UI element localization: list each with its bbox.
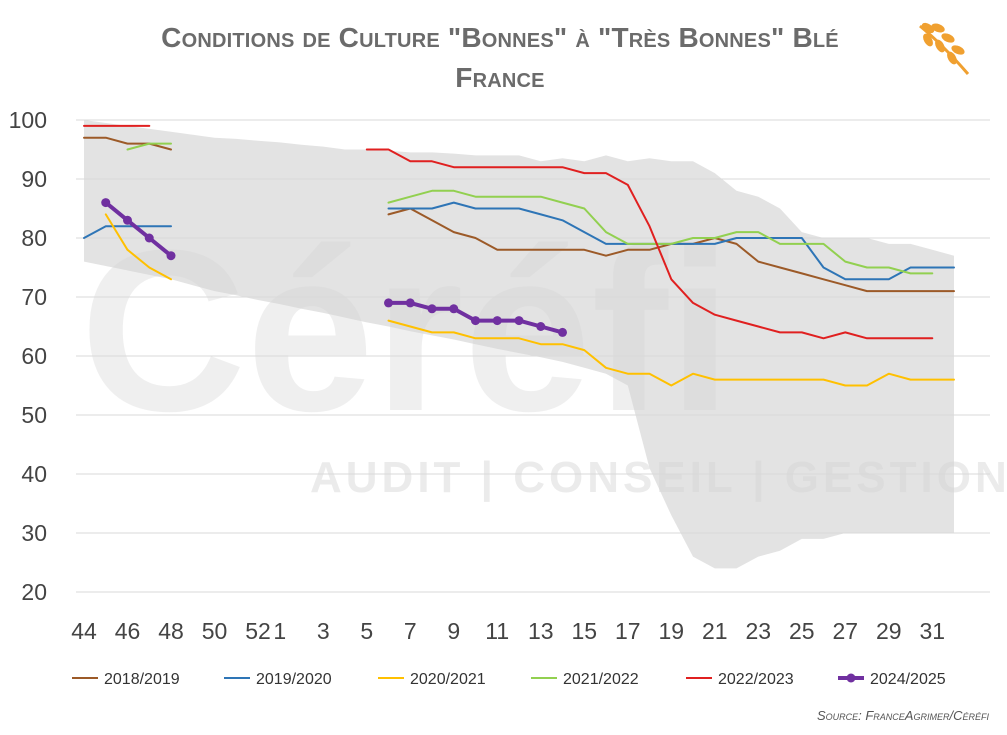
- legend-label: 2021/2022: [563, 671, 639, 688]
- legend-label: 2024/2025: [870, 671, 946, 688]
- series-line: [126, 142, 172, 151]
- y-tick-label: 40: [21, 461, 47, 487]
- y-tick-label: 80: [21, 225, 47, 251]
- chart-title-line-2: France: [455, 62, 545, 93]
- series-point: [384, 298, 393, 308]
- y-axis-ticks: 20 30 40 50 60 70 80 90 100: [9, 107, 47, 605]
- chart-title-line-1: Conditions de Culture "Bonnes" à "Très B…: [161, 22, 839, 53]
- legend-label: 2020/2021: [410, 671, 486, 688]
- series-point: [427, 304, 437, 314]
- legend-label: 2019/2020: [256, 671, 332, 688]
- x-tick-label: 23: [745, 618, 771, 644]
- series-line: [83, 136, 172, 151]
- y-tick-label: 50: [21, 402, 47, 428]
- x-tick-label: 52: [245, 618, 271, 644]
- x-tick-label: 15: [571, 618, 597, 644]
- legend-label: 2018/2019: [104, 671, 180, 688]
- series-point: [144, 233, 154, 243]
- series-point: [536, 322, 546, 331]
- series-point: [405, 298, 415, 308]
- y-tick-label: 30: [21, 520, 47, 546]
- x-axis-ticks: 44 46 48 50 52 1 3 5 7 9 11 13 15 17 19 21 23 25 27 29 31: [71, 618, 945, 644]
- legend-marker: [846, 673, 856, 683]
- x-tick-label: 19: [658, 618, 684, 644]
- series-line: [103, 200, 173, 258]
- x-tick-label: 11: [485, 618, 509, 644]
- watermark-tagline: AUDIT | CONSEIL | GESTION: [310, 453, 1007, 503]
- legend-label: 2022/2023: [718, 671, 794, 688]
- series-point: [166, 251, 176, 261]
- x-tick-label: 9: [447, 618, 460, 644]
- series-line: [83, 225, 172, 239]
- x-tick-label: 21: [702, 618, 728, 644]
- series-point: [471, 316, 480, 326]
- x-tick-label: 44: [71, 618, 97, 644]
- y-tick-label: 20: [21, 579, 47, 605]
- x-tick-label: 3: [317, 618, 330, 644]
- x-tick-label: 46: [115, 618, 141, 644]
- x-tick-label: 25: [789, 618, 815, 644]
- series-point: [449, 304, 459, 314]
- series-point: [123, 215, 132, 225]
- chart-title: Conditions de Culture "Bonnes" à "Très B…: [100, 18, 900, 98]
- x-tick-label: 29: [876, 618, 902, 644]
- legend: 2018/2019 2019/2020 2020/2021 2021/2022 2022…: [72, 671, 946, 688]
- x-tick-label: 5: [360, 618, 373, 644]
- series-point: [492, 316, 502, 326]
- watermark-brand: Céréfi: [80, 202, 732, 459]
- wheat-icon: [919, 22, 970, 75]
- series-point: [558, 327, 567, 337]
- x-tick-label: 50: [202, 618, 228, 644]
- x-tick-label: 27: [832, 618, 858, 644]
- y-tick-label: 70: [21, 284, 47, 310]
- series-line: [365, 148, 934, 340]
- series-point: [101, 198, 111, 208]
- series-line: [387, 189, 934, 275]
- y-tick-label: 100: [9, 107, 47, 133]
- grid-layer: [76, 119, 990, 593]
- x-tick-label: 48: [158, 618, 184, 644]
- x-tick-label: 7: [404, 618, 417, 644]
- x-tick-label: 17: [615, 618, 641, 644]
- series-line: [104, 213, 172, 281]
- x-tick-label: 13: [528, 618, 554, 644]
- series-layer: [83, 124, 955, 387]
- y-tick-label: 90: [21, 166, 47, 192]
- watermark: Céréfi AUDIT | CONSEIL | GESTION: [80, 202, 1007, 503]
- x-tick-label: 1: [273, 618, 286, 644]
- source-note: Source: FranceAgrimer/Céréfi: [816, 708, 989, 723]
- x-tick-label: 31: [919, 618, 945, 644]
- y-tick-label: 60: [21, 343, 47, 369]
- series-point: [514, 316, 524, 326]
- series-line: [387, 319, 955, 387]
